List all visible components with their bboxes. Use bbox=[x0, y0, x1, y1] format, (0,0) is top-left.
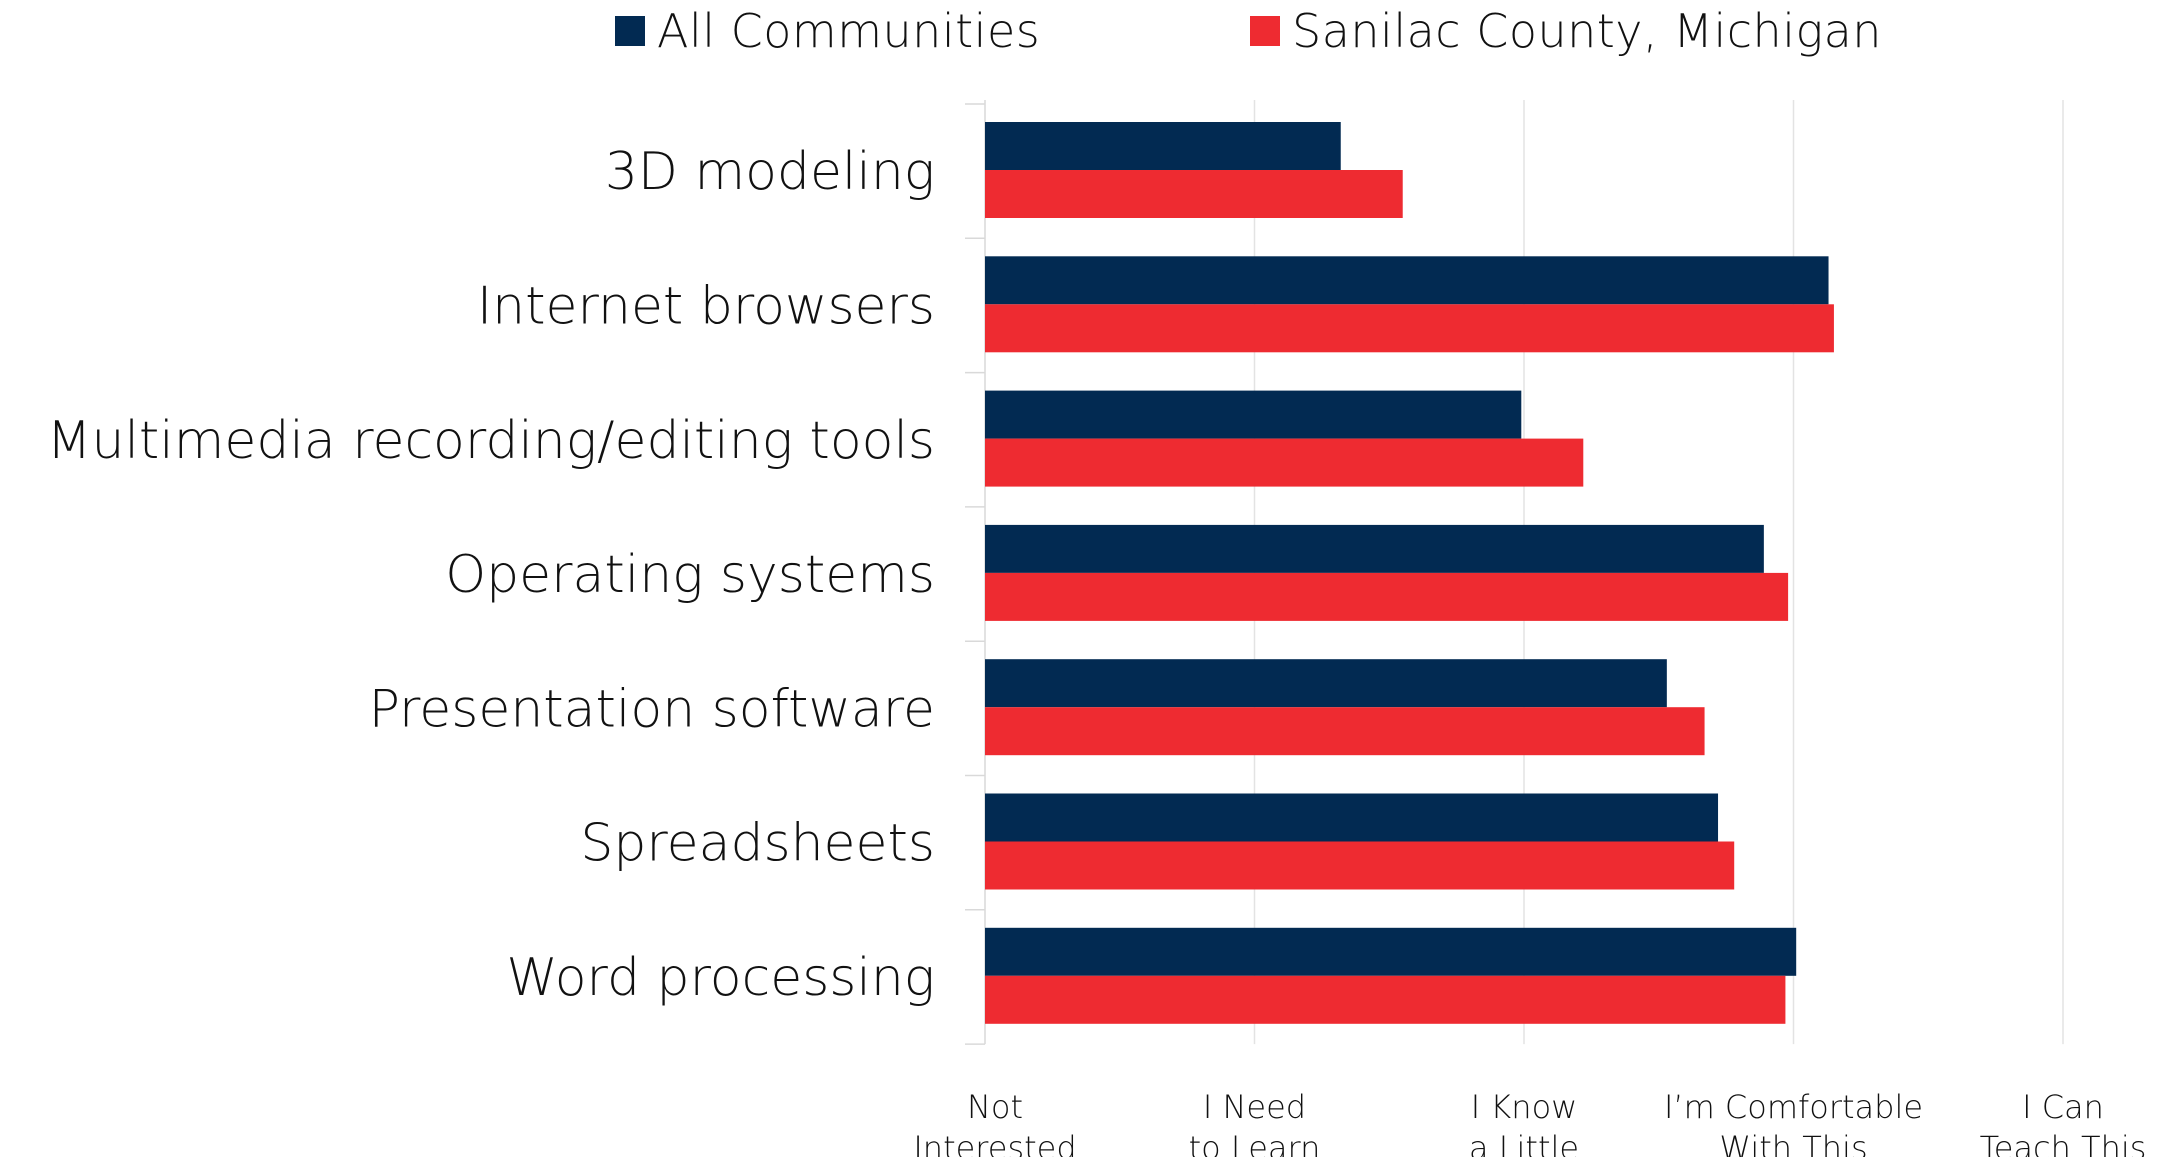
bar-series1-cat6 bbox=[985, 975, 1786, 1024]
x-tick-label-1-line0: I Need bbox=[1203, 1088, 1306, 1126]
bar-series0-cat5 bbox=[985, 793, 1719, 842]
bar-series1-cat1 bbox=[985, 304, 1834, 353]
legend: All Communities Sanilac County, Michigan bbox=[0, 4, 2164, 64]
x-tick-label-3-line1: With This bbox=[1719, 1129, 1867, 1157]
x-tick-label-2-line1: a Little bbox=[1469, 1129, 1579, 1157]
bar-series1-cat4 bbox=[985, 707, 1705, 756]
bar-series0-cat2 bbox=[985, 390, 1522, 439]
category-label-4: Presentation software bbox=[369, 679, 935, 739]
legend-swatch-sanilac-county bbox=[1250, 16, 1280, 46]
x-tick-label-2-line0: I Know bbox=[1471, 1088, 1578, 1126]
bar-series1-cat2 bbox=[985, 438, 1584, 487]
x-tick-label-3-line0: I’m Comfortable bbox=[1664, 1088, 1923, 1126]
x-tick-label-0-line0: Not bbox=[967, 1088, 1023, 1126]
category-label-1: Internet browsers bbox=[477, 276, 935, 336]
category-label-3: Operating systems bbox=[445, 545, 935, 605]
category-label-6: Word processing bbox=[506, 948, 935, 1008]
bar-series0-cat4 bbox=[985, 659, 1667, 708]
category-label-5: Spreadsheets bbox=[580, 814, 935, 874]
legend-item-all-communities: All Communities bbox=[615, 4, 1040, 58]
legend-item-sanilac-county: Sanilac County, Michigan bbox=[1250, 4, 1882, 58]
bar-series1-cat5 bbox=[985, 841, 1735, 890]
category-label-2: Multimedia recording/editing tools bbox=[47, 411, 935, 471]
bar-series0-cat6 bbox=[985, 927, 1797, 976]
legend-label-sanilac-county: Sanilac County, Michigan bbox=[1292, 4, 1882, 58]
x-tick-label-4-line0: I Can bbox=[2022, 1088, 2104, 1126]
bar-series0-cat1 bbox=[985, 256, 1829, 305]
category-label-0: 3D modeling bbox=[605, 142, 935, 202]
legend-label-all-communities: All Communities bbox=[657, 4, 1041, 58]
bar-series0-cat3 bbox=[985, 524, 1764, 573]
x-tick-label-4-line1: Teach This bbox=[1980, 1129, 2147, 1157]
legend-swatch-all-communities bbox=[615, 16, 645, 46]
bar-series1-cat0 bbox=[985, 170, 1403, 218]
x-tick-label-1-line1: to Learn bbox=[1189, 1129, 1321, 1157]
x-tick-label-0-line1: Interested bbox=[913, 1129, 1076, 1157]
bar-series0-cat0 bbox=[985, 122, 1341, 170]
bar-series1-cat3 bbox=[985, 572, 1789, 621]
